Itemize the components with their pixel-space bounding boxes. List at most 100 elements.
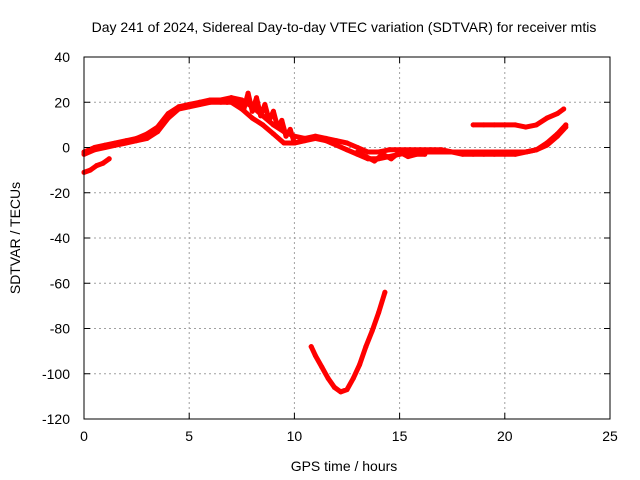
data-point bbox=[365, 149, 371, 155]
data-point bbox=[523, 124, 529, 130]
data-point bbox=[357, 362, 363, 368]
data-point bbox=[207, 99, 213, 105]
x-tick-label: 10 bbox=[287, 428, 303, 444]
y-tick-label: -100 bbox=[42, 366, 70, 382]
data-point bbox=[363, 344, 369, 350]
x-tick-label: 5 bbox=[185, 428, 193, 444]
data-point bbox=[363, 154, 369, 160]
data-point bbox=[323, 138, 329, 144]
data-point bbox=[355, 145, 360, 150]
x-tick-label: 20 bbox=[497, 428, 513, 444]
grid bbox=[84, 57, 610, 419]
data-point bbox=[325, 375, 331, 381]
ticks: 0 5 10 15 20 25 -120 -100 -80 -60 -40 -20 0 20 40 bbox=[42, 49, 618, 444]
data-point bbox=[331, 384, 337, 390]
y-axis-title: SDTVAR / TECUs bbox=[7, 182, 23, 294]
data-point bbox=[397, 149, 403, 155]
data-point bbox=[155, 129, 161, 135]
data-point bbox=[134, 138, 140, 144]
data-point bbox=[544, 142, 550, 148]
data-point bbox=[380, 151, 386, 157]
data-point bbox=[470, 151, 476, 157]
data-point bbox=[460, 151, 466, 157]
x-axis-title: GPS time / hours bbox=[291, 458, 398, 474]
data-point bbox=[554, 133, 560, 139]
data-point bbox=[249, 108, 255, 114]
y-tick-label: -20 bbox=[50, 185, 70, 201]
x-tick-label: 0 bbox=[80, 428, 88, 444]
data-point bbox=[344, 140, 350, 146]
data-point bbox=[355, 149, 360, 155]
data-point bbox=[376, 149, 382, 155]
data-point bbox=[449, 149, 455, 155]
data-point bbox=[87, 167, 93, 173]
y-tick-label: -40 bbox=[50, 230, 70, 246]
data-point bbox=[428, 149, 434, 155]
data-point bbox=[439, 149, 445, 155]
series-deep-dip-arc bbox=[308, 289, 388, 395]
data-point bbox=[165, 115, 171, 121]
data-point bbox=[279, 117, 285, 123]
data-point bbox=[228, 95, 234, 101]
data-point bbox=[344, 387, 350, 393]
data-point bbox=[382, 289, 388, 295]
data-point bbox=[123, 140, 129, 146]
data-point bbox=[233, 102, 238, 107]
data-point bbox=[283, 133, 289, 139]
data-point bbox=[470, 122, 476, 128]
data-point bbox=[491, 122, 497, 128]
data-point bbox=[100, 160, 106, 166]
data-point bbox=[561, 106, 567, 112]
series-layer bbox=[81, 90, 569, 395]
data-point bbox=[237, 97, 243, 103]
y-tick-label: 40 bbox=[54, 49, 70, 65]
data-point bbox=[533, 122, 539, 128]
data-point bbox=[334, 142, 339, 148]
data-point bbox=[258, 113, 264, 119]
data-point bbox=[270, 108, 276, 114]
y-tick-label: 20 bbox=[54, 94, 70, 110]
data-point bbox=[262, 102, 268, 107]
data-point bbox=[512, 151, 518, 157]
data-point bbox=[386, 147, 392, 153]
data-point bbox=[275, 124, 281, 130]
data-point bbox=[502, 151, 508, 157]
data-point bbox=[241, 106, 247, 112]
data-point bbox=[376, 310, 382, 316]
data-point bbox=[302, 138, 308, 144]
data-point bbox=[413, 151, 419, 157]
y-tick-label: -60 bbox=[50, 275, 70, 291]
y-tick-label: -80 bbox=[50, 321, 70, 337]
plot-frame bbox=[83, 56, 611, 420]
data-point bbox=[422, 151, 428, 157]
y-tick-label: -120 bbox=[42, 411, 70, 427]
data-point bbox=[481, 151, 487, 157]
data-point bbox=[405, 154, 411, 160]
data-point bbox=[481, 122, 487, 128]
data-point bbox=[94, 163, 100, 169]
data-point bbox=[176, 106, 182, 112]
data-point bbox=[350, 375, 356, 381]
data-point bbox=[554, 111, 560, 117]
data-point bbox=[312, 135, 318, 141]
data-point bbox=[369, 328, 375, 334]
data-point bbox=[270, 131, 276, 137]
data-point bbox=[512, 122, 518, 128]
data-point bbox=[544, 115, 550, 121]
data-point bbox=[291, 140, 297, 146]
data-point bbox=[144, 135, 150, 141]
x-tick-label: 25 bbox=[602, 428, 618, 444]
data-point bbox=[102, 145, 108, 150]
data-point bbox=[344, 147, 350, 153]
data-point bbox=[338, 389, 344, 395]
data-point bbox=[113, 142, 119, 148]
data-point bbox=[388, 156, 394, 162]
data-point bbox=[533, 147, 539, 153]
data-point bbox=[106, 156, 112, 162]
data-point bbox=[92, 147, 97, 153]
data-point bbox=[287, 126, 293, 132]
data-point bbox=[266, 117, 272, 123]
data-point bbox=[197, 102, 203, 107]
data-point bbox=[491, 151, 497, 157]
